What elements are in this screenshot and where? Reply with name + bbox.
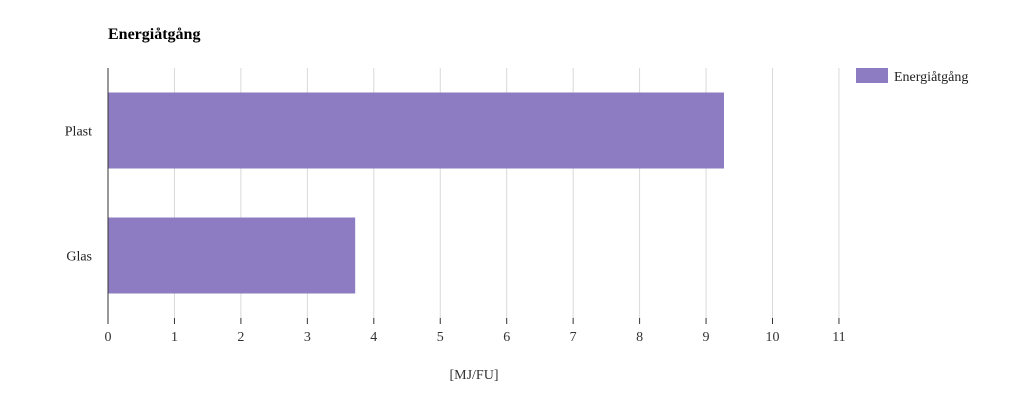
x-tick-label: 5 xyxy=(437,330,444,345)
x-tick-label: 7 xyxy=(570,330,577,345)
x-tick-label: 3 xyxy=(304,330,311,345)
bar-glas xyxy=(108,217,356,294)
bars xyxy=(108,92,724,294)
x-axis-title: [MJ/FU] xyxy=(449,368,498,383)
x-tick-label: 10 xyxy=(766,330,780,345)
category-label: Plast xyxy=(65,125,92,140)
legend: Energiåtgång xyxy=(856,68,968,85)
legend-swatch xyxy=(856,68,888,83)
x-tick-label: 9 xyxy=(703,330,710,345)
x-tick-label: 11 xyxy=(832,330,845,345)
x-tick-label: 0 xyxy=(105,330,112,345)
x-tick-label: 6 xyxy=(503,330,510,345)
x-tick-label: 8 xyxy=(636,330,643,345)
legend-label: Energiåtgång xyxy=(894,70,968,85)
x-tick-label: 4 xyxy=(370,330,377,345)
category-label: Glas xyxy=(66,250,92,265)
bar-plast xyxy=(108,92,724,169)
x-tick-label: 2 xyxy=(237,330,244,345)
axes: Plast Glas 0 1 2 3 4 5 6 7 8 9 10 11 xyxy=(65,68,846,345)
x-tick-label: 1 xyxy=(171,330,178,345)
chart-title: Energiåtgång xyxy=(108,26,200,43)
